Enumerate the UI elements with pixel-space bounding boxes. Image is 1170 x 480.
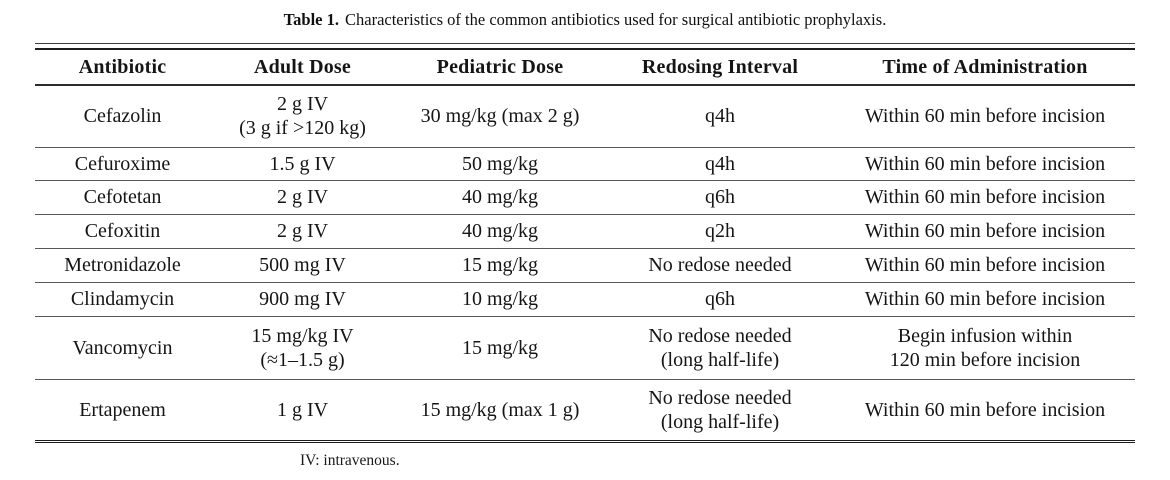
cell-antibiotic: Cefoxitin [84, 220, 161, 242]
cell-adult-dose: 900 mg IV [259, 288, 346, 310]
table-row-cefoxitin: Cefoxitin 2 g IV 40 mg/kg q2h Within 60 … [35, 214, 1135, 248]
cell-redosing-interval: No redose needed (long half-life) [648, 324, 792, 371]
cell-pediatric-dose: 30 mg/kg (max 2 g) [420, 105, 580, 128]
cell-adult-dose: 1.5 g IV [269, 152, 336, 175]
cell-pediatric-dose: 40 mg/kg [461, 220, 539, 242]
cell-time-of-administration: Within 60 min before incision [864, 288, 1106, 310]
table-caption: Table 1. Characteristics of the common an… [0, 8, 1170, 32]
cell-redosing-interval: No redose needed [648, 254, 792, 276]
cell-antibiotic: Vancomycin [72, 336, 173, 359]
cell-pediatric-dose: 15 mg/kg [461, 254, 539, 276]
cell-time-of-administration: Within 60 min before incision [864, 105, 1106, 128]
cell-redosing-interval: q4h [705, 152, 735, 175]
cell-adult-dose: 1 g IV [276, 398, 329, 421]
table-caption-label: Table 1. [283, 10, 339, 29]
antibiotics-table: Antibiotic Adult Dose Pediatric Dose Red… [35, 48, 1135, 443]
cell-pediatric-dose: 40 mg/kg [461, 186, 539, 208]
table-container: Antibiotic Adult Dose Pediatric Dose Red… [35, 43, 1135, 443]
cell-adult-dose: 2 g IV [276, 220, 329, 242]
column-header-pediatric-dose: Pediatric Dose [436, 55, 564, 78]
cell-antibiotic: Cefazolin [83, 105, 162, 128]
table-caption-text: Characteristics of the common antibiotic… [345, 10, 887, 29]
table-row-clindamycin: Clindamycin 900 mg IV 10 mg/kg q6h Withi… [35, 282, 1135, 316]
cell-time-of-administration: Begin infusion within 120 min before inc… [889, 324, 1081, 371]
column-header-antibiotic: Antibiotic [78, 55, 167, 78]
cell-adult-dose: 2 g IV (3 g if >120 kg) [239, 93, 366, 140]
table-header-row: Antibiotic Adult Dose Pediatric Dose Red… [35, 49, 1135, 85]
cell-antibiotic: Metronidazole [64, 254, 181, 276]
column-header-redosing-interval: Redosing Interval [641, 55, 799, 78]
cell-antibiotic: Cefuroxime [74, 152, 171, 175]
cell-redosing-interval: q6h [705, 186, 735, 208]
cell-redosing-interval: q4h [705, 105, 735, 128]
cell-adult-dose: 2 g IV [276, 186, 329, 208]
cell-time-of-administration: Within 60 min before incision [864, 220, 1106, 242]
cell-adult-dose: 15 mg/kg IV (≈1–1.5 g) [251, 324, 354, 371]
cell-redosing-interval: No redose needed (long half-life) [648, 386, 792, 433]
cell-pediatric-dose: 15 mg/kg (max 1 g) [420, 398, 580, 421]
cell-redosing-interval: q6h [705, 288, 735, 310]
cell-adult-dose: 500 mg IV [259, 254, 346, 276]
table-row-ertapenem: Ertapenem 1 g IV 15 mg/kg (max 1 g) No r… [35, 379, 1135, 441]
table-footnote: IV: intravenous. [300, 452, 400, 469]
cell-time-of-administration: Within 60 min before incision [864, 254, 1106, 276]
cell-antibiotic: Clindamycin [70, 288, 175, 310]
column-header-time-of-administration: Time of Administration [882, 55, 1088, 78]
cell-time-of-administration: Within 60 min before incision [864, 152, 1106, 175]
cell-time-of-administration: Within 60 min before incision [864, 398, 1106, 421]
cell-pediatric-dose: 10 mg/kg [461, 288, 539, 310]
table-row-cefuroxime: Cefuroxime 1.5 g IV 50 mg/kg q4h Within … [35, 147, 1135, 180]
table-row-vancomycin: Vancomycin 15 mg/kg IV (≈1–1.5 g) 15 mg/… [35, 316, 1135, 379]
cell-pediatric-dose: 15 mg/kg [461, 336, 539, 359]
top-rule-thin [35, 43, 1135, 44]
cell-time-of-administration: Within 60 min before incision [864, 186, 1106, 208]
table-row-cefazolin: Cefazolin 2 g IV (3 g if >120 kg) 30 mg/… [35, 85, 1135, 147]
table-row-metronidazole: Metronidazole 500 mg IV 15 mg/kg No redo… [35, 248, 1135, 282]
table-row-cefotetan: Cefotetan 2 g IV 40 mg/kg q6h Within 60 … [35, 180, 1135, 214]
column-header-adult-dose: Adult Dose [253, 55, 351, 78]
cell-antibiotic: Cefotetan [83, 186, 162, 208]
cell-redosing-interval: q2h [705, 220, 735, 242]
cell-antibiotic: Ertapenem [79, 398, 166, 421]
cell-pediatric-dose: 50 mg/kg [461, 152, 539, 175]
